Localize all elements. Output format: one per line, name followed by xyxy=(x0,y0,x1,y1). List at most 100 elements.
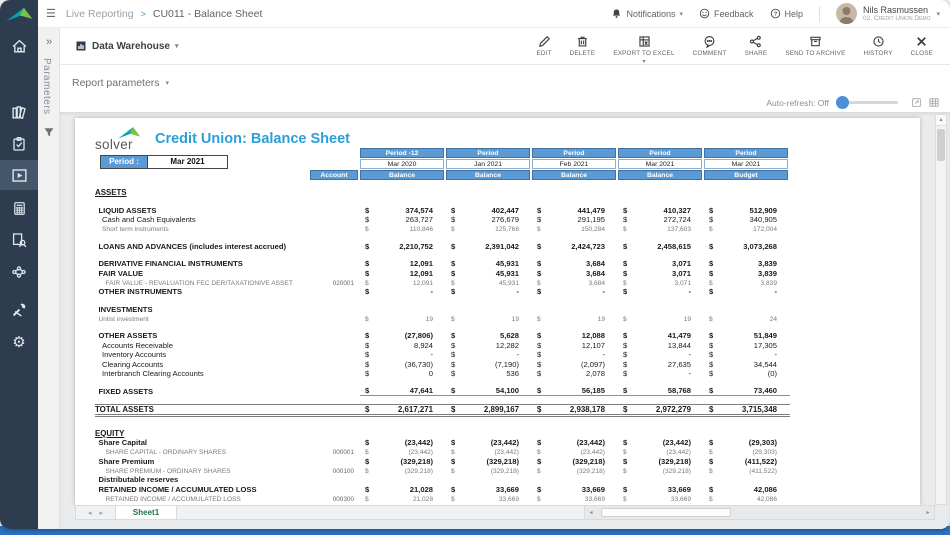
top-bar: ☰ Live Reporting > CU011 - Balance Sheet… xyxy=(38,0,950,28)
user-menu[interactable]: Nils Rasmussen 02. Credit Union Demo ▾ xyxy=(836,3,940,24)
close-button[interactable]: CLOSE xyxy=(902,32,942,60)
comment-button[interactable]: COMMENT xyxy=(684,32,736,60)
value-cell: $ (23,442) xyxy=(451,449,519,456)
value-cell: $19 xyxy=(451,315,519,323)
value-cell: $ (2,097) xyxy=(537,359,605,369)
calculator-icon xyxy=(13,201,25,215)
value-cell: $ - xyxy=(451,287,519,296)
row-label: FAIR VALUE xyxy=(98,268,144,278)
edit-button[interactable]: EDIT xyxy=(527,32,560,60)
feedback-button[interactable]: Feedback xyxy=(699,8,754,19)
table-row xyxy=(95,197,790,205)
value-cell: $21,028 xyxy=(365,484,433,494)
value-cell: $ - xyxy=(537,350,605,359)
sidebar-item-process[interactable] xyxy=(0,258,38,286)
table-row: DERIVATIVE FINANCIAL INSTRUMENTS $12,091 $… xyxy=(95,259,790,268)
delete-button[interactable]: DELETE xyxy=(561,32,605,60)
value-cell: $512,909 xyxy=(709,205,777,215)
svg-text:?: ? xyxy=(773,12,777,18)
table-row: OTHER ASSETS $ (27,806) $5,628 $12,088 $41,47… xyxy=(95,331,790,340)
table-row xyxy=(95,251,790,259)
menu-icon[interactable]: ☰ xyxy=(46,8,56,20)
maximize-icon[interactable] xyxy=(911,97,922,108)
value-cell: $276,679 xyxy=(451,215,519,224)
scroll-up-icon[interactable]: ▴ xyxy=(936,115,946,126)
sheet-tab[interactable]: Sheet1 xyxy=(115,506,178,519)
horizontal-scrollbar[interactable]: ◂ ▸ xyxy=(584,506,934,519)
period-value[interactable]: Mar 2021 xyxy=(148,155,228,169)
value-cell: $56,185 xyxy=(532,386,618,396)
breadcrumb-section[interactable]: Live Reporting xyxy=(65,7,134,20)
chevron-down-icon[interactable]: ▾ xyxy=(642,59,646,65)
column-header: Period xyxy=(532,148,616,158)
sidebar-item-assignments[interactable] xyxy=(0,130,38,158)
measure-header-row: Account Balance Balance Balance Balance … xyxy=(310,170,790,180)
sidebar-item-home[interactable] xyxy=(0,32,38,60)
grid-icon[interactable] xyxy=(928,97,940,108)
column-date: Mar 2020 xyxy=(360,159,444,169)
parameters-panel[interactable]: » Parameters xyxy=(38,28,60,529)
share-button[interactable]: SHARE xyxy=(736,32,777,60)
tools-icon xyxy=(12,303,26,317)
value-cell: $12,088 xyxy=(537,331,605,340)
table-row: RETAINED INCOME / ACCUMULATED LOSS $21,02… xyxy=(95,484,790,494)
sheet-nav-left-icon[interactable]: ◂ xyxy=(88,509,92,517)
row-label: OTHER INSTRUMENTS xyxy=(98,287,183,296)
sidebar-item-settings[interactable]: ⚙ xyxy=(0,328,38,356)
sidebar-item-live-reporting[interactable] xyxy=(0,160,38,190)
column-header: Period xyxy=(618,148,702,158)
value-cell: $ (23,442) xyxy=(365,438,433,447)
column-measure: Budget xyxy=(704,170,788,180)
report-parameters-dropdown[interactable]: Report parameters ▾ xyxy=(72,77,169,89)
expand-panel-icon[interactable]: » xyxy=(45,36,53,48)
value-cell: $ (411,522) xyxy=(709,456,777,466)
value-cell: $ (329,218) xyxy=(537,467,605,475)
sidebar-item-budgeting[interactable] xyxy=(0,194,38,222)
user-organization: 02. Credit Union Demo xyxy=(863,15,931,22)
sidebar-item-data-entry[interactable] xyxy=(0,226,38,254)
help-button[interactable]: ? Help xyxy=(770,8,803,19)
value-cell: $12,091 xyxy=(365,268,433,278)
auto-refresh-toggle[interactable] xyxy=(836,96,898,109)
value-cell: $19 xyxy=(623,315,691,323)
value-cell: $34,544 xyxy=(709,359,777,369)
table-row: Unlist investment $19 $19 $19 $19 $24 xyxy=(95,314,790,323)
report-play-icon xyxy=(11,168,27,182)
value-cell: $172,004 xyxy=(709,226,777,233)
sheet-nav-right-icon[interactable]: ▸ xyxy=(99,509,104,517)
toggle-knob[interactable] xyxy=(836,96,849,109)
send-to-archive-button[interactable]: SEND TO ARCHIVE xyxy=(776,32,854,60)
value-cell: $73,460 xyxy=(704,386,790,396)
value-cell: $ - xyxy=(623,350,691,359)
scroll-right-icon[interactable]: ▸ xyxy=(926,510,930,516)
value-cell: $125,768 xyxy=(451,226,519,233)
value-cell: $24 xyxy=(709,315,777,323)
chevron-down-icon: ▾ xyxy=(174,43,179,50)
value-cell: $33,669 xyxy=(537,484,605,494)
toolbar-actions: EDIT DELETE EXPORT TO EXCEL ▾ COMMENT SH… xyxy=(527,32,950,65)
history-clock-icon xyxy=(872,36,884,47)
value-cell: $ (329,218) xyxy=(451,467,519,475)
value-cell: $137,603 xyxy=(623,226,691,233)
value-cell: $33,669 xyxy=(537,495,605,503)
account-column-header: Account xyxy=(310,170,358,180)
sidebar-item-archive[interactable] xyxy=(0,98,38,126)
table-row xyxy=(95,417,790,425)
scrollbar-thumb[interactable] xyxy=(601,508,731,517)
desktop-taskbar-strip xyxy=(0,526,950,535)
table-row: SHARE CAPITAL - ORDINARY SHARES 000001 $ (2… xyxy=(95,447,790,456)
scrollbar-thumb[interactable] xyxy=(937,129,945,161)
value-cell: $ (23,442) xyxy=(623,449,691,456)
history-button[interactable]: HISTORY xyxy=(854,32,901,60)
scroll-left-icon[interactable]: ◂ xyxy=(589,510,593,516)
workflow-nodes-icon xyxy=(12,266,26,278)
vertical-scrollbar[interactable]: ▴ xyxy=(935,114,947,505)
sidebar-item-tools[interactable] xyxy=(0,296,38,324)
notifications-button[interactable]: Notifications ▾ xyxy=(611,8,683,19)
table-row: Share Capital $ (23,442) $ (23,442) $ (23,442)… xyxy=(95,438,790,447)
row-label: ASSETS xyxy=(95,188,127,197)
breadcrumb-page-title: CU011 - Balance Sheet xyxy=(152,7,263,20)
export-to-excel-button[interactable]: EXPORT TO EXCEL ▾ xyxy=(604,32,683,65)
data-source-dropdown[interactable]: Data Warehouse ▾ xyxy=(75,40,179,52)
value-cell: $2,391,042 xyxy=(451,241,519,251)
